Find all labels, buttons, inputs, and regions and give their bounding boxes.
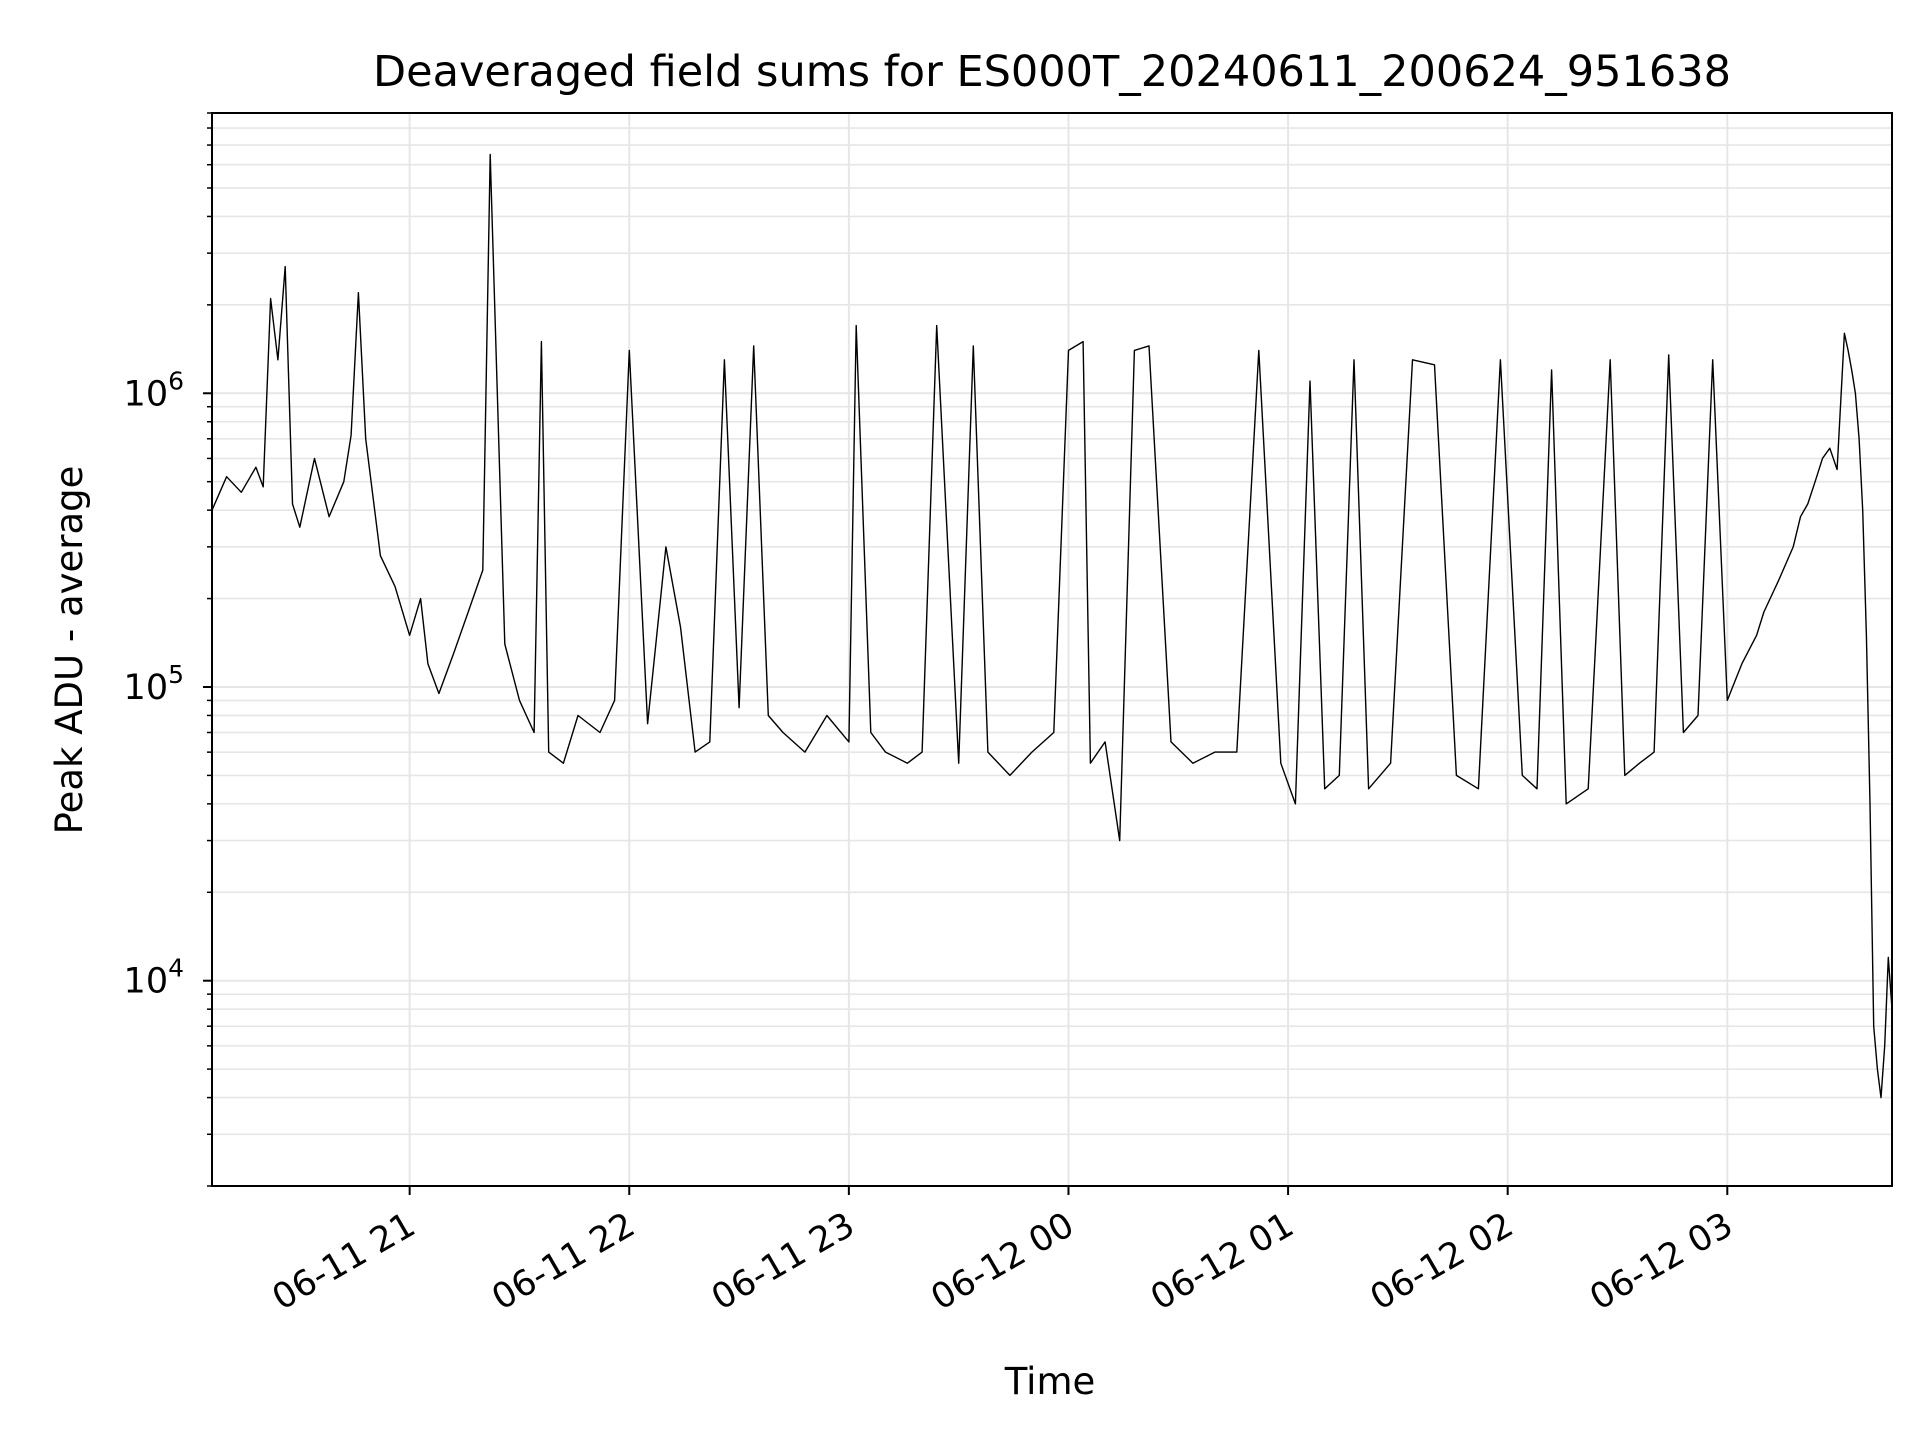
- x-tick-label: 06-11 22: [485, 1205, 641, 1318]
- y-axis-label: Peak ADU - average: [48, 466, 91, 835]
- x-tick-label: 06-12 02: [1364, 1205, 1520, 1318]
- x-axis-label: Time: [1004, 1360, 1096, 1403]
- x-tick-label: 06-11 23: [705, 1205, 861, 1318]
- x-tick-label: 06-12 03: [1584, 1205, 1740, 1318]
- y-tick-label: 104: [124, 954, 184, 1002]
- y-tick-label: 105: [124, 660, 184, 708]
- plot-frame: [211, 112, 1893, 1187]
- grid-layer: [212, 112, 1892, 1187]
- x-tick-label: 06-12 00: [925, 1205, 1081, 1318]
- y-tick-label: 106: [124, 366, 184, 414]
- x-tick-label: 06-11 21: [266, 1205, 422, 1318]
- series-layer: [211, 153, 1893, 1099]
- data-series-line: [211, 153, 1893, 1099]
- chart-title: Deaveraged field sums for ES000T_2024061…: [373, 47, 1731, 97]
- x-tick-label: 06-12 01: [1144, 1205, 1300, 1318]
